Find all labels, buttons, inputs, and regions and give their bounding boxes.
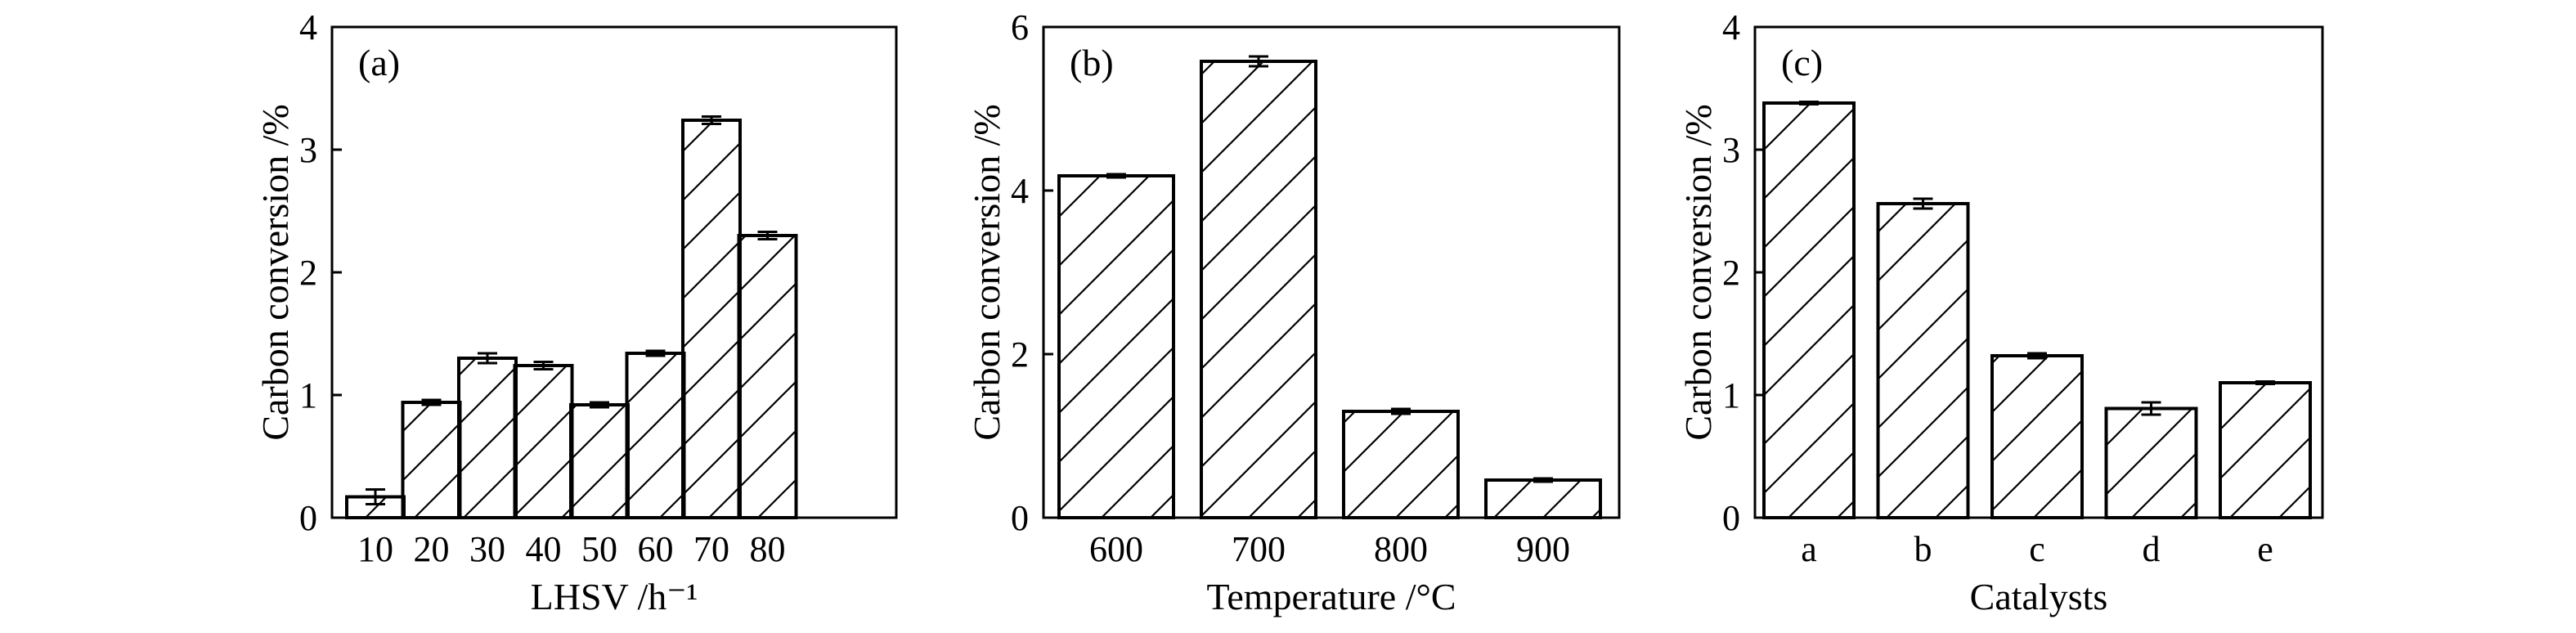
panel-b: (b) Carbon conversion /% Temperature /°C…: [966, 7, 1621, 617]
error-bar: [366, 488, 385, 505]
y-tick-label: 1: [1722, 375, 1740, 415]
y-tick-label: 2: [1011, 334, 1029, 375]
ticks: 0 2 4 6: [1011, 7, 1053, 538]
plot-frame: [1042, 25, 1621, 519]
y-tick-label: 1: [299, 375, 317, 415]
bars: 600 700 800 900: [1057, 55, 1602, 569]
x-tick-label: 20: [414, 529, 450, 569]
bar: [625, 352, 686, 519]
x-tick-label: e: [2257, 529, 2273, 569]
bar: [1342, 410, 1460, 519]
bar: [513, 364, 574, 519]
bar: [681, 119, 742, 519]
error-bar: [2027, 352, 2047, 360]
bar: [1990, 354, 2084, 519]
bar: [569, 403, 630, 519]
y-tick-label: 6: [1011, 7, 1029, 47]
y-tick-label: 4: [1011, 171, 1029, 211]
x-tick-label: d: [2143, 529, 2161, 569]
x-axis-label: LHSV /h⁻¹: [531, 576, 698, 617]
bar: [2104, 406, 2198, 519]
error-bar: [1533, 477, 1553, 483]
error-bar: [1913, 197, 1933, 210]
y-tick-label: 4: [299, 7, 317, 47]
x-tick-label: c: [2029, 529, 2045, 569]
error-bar: [478, 352, 497, 365]
error-bar: [645, 349, 666, 357]
y-axis-label: Carbon conversion /%: [966, 104, 1008, 440]
error-bar: [1391, 407, 1411, 415]
x-tick-label: b: [1914, 529, 1932, 569]
bar: [401, 401, 462, 519]
error-bar: [421, 398, 442, 406]
ticks: 0 1 2 3 4: [299, 7, 342, 538]
x-tick-label: 40: [526, 529, 562, 569]
x-tick-label: 30: [469, 529, 505, 569]
x-tick-label: 80: [750, 529, 786, 569]
panel-label: (b): [1070, 42, 1114, 83]
y-axis-label: Carbon conversion /%: [254, 104, 296, 440]
bars: 10 20 30 40 50 60 70 80: [345, 115, 798, 569]
error-bar: [2141, 401, 2161, 416]
bar: [2219, 381, 2312, 519]
error-bar: [1249, 55, 1268, 68]
bar: [1200, 60, 1317, 519]
bar: [1762, 101, 1856, 519]
error-bar: [2255, 380, 2275, 385]
x-tick-label: 50: [581, 529, 617, 569]
panel-label: (c): [1781, 42, 1823, 83]
x-axis-label: Catalysts: [1970, 576, 2108, 617]
y-axis-label: Carbon conversion /%: [1677, 104, 1719, 440]
error-bar: [533, 361, 554, 370]
panel-a: (a) Carbon conversion /% LHSV /h⁻¹ 0 1 2 3 4…: [254, 7, 898, 617]
y-tick-label: 3: [299, 130, 317, 170]
y-tick-label: 0: [1011, 498, 1029, 538]
ticks: 0 1 2 3 4: [1722, 7, 1765, 538]
bar: [1484, 478, 1602, 519]
x-tick-label: 600: [1089, 529, 1143, 569]
bar: [1057, 174, 1175, 519]
y-tick-label: 2: [1722, 253, 1740, 293]
y-tick-label: 4: [1722, 7, 1740, 47]
error-bar: [590, 401, 609, 409]
bar: [1876, 202, 1970, 519]
y-tick-label: 0: [1722, 498, 1740, 538]
x-tick-label: 900: [1516, 529, 1570, 569]
bars: a b c d e: [1762, 101, 2312, 569]
error-bar: [1106, 173, 1126, 179]
error-bar: [702, 115, 721, 125]
x-tick-label: 10: [357, 529, 393, 569]
x-tick-label: a: [1801, 529, 1817, 569]
x-tick-label: 800: [1374, 529, 1428, 569]
panel-label: (a): [358, 42, 400, 83]
error-bar: [1799, 101, 1819, 106]
x-tick-label: 700: [1232, 529, 1286, 569]
bar: [737, 234, 798, 519]
x-tick-label: 60: [638, 529, 674, 569]
y-tick-label: 0: [299, 498, 317, 538]
panel-c: (c) Carbon conversion /% Catalysts 0 1 2 3 4…: [1677, 7, 2324, 617]
x-tick-label: 70: [693, 529, 729, 569]
bar: [457, 357, 518, 519]
error-bar: [757, 231, 778, 240]
y-tick-label: 2: [299, 253, 317, 293]
x-axis-label: Temperature /°C: [1206, 576, 1456, 617]
y-tick-label: 3: [1722, 130, 1740, 170]
